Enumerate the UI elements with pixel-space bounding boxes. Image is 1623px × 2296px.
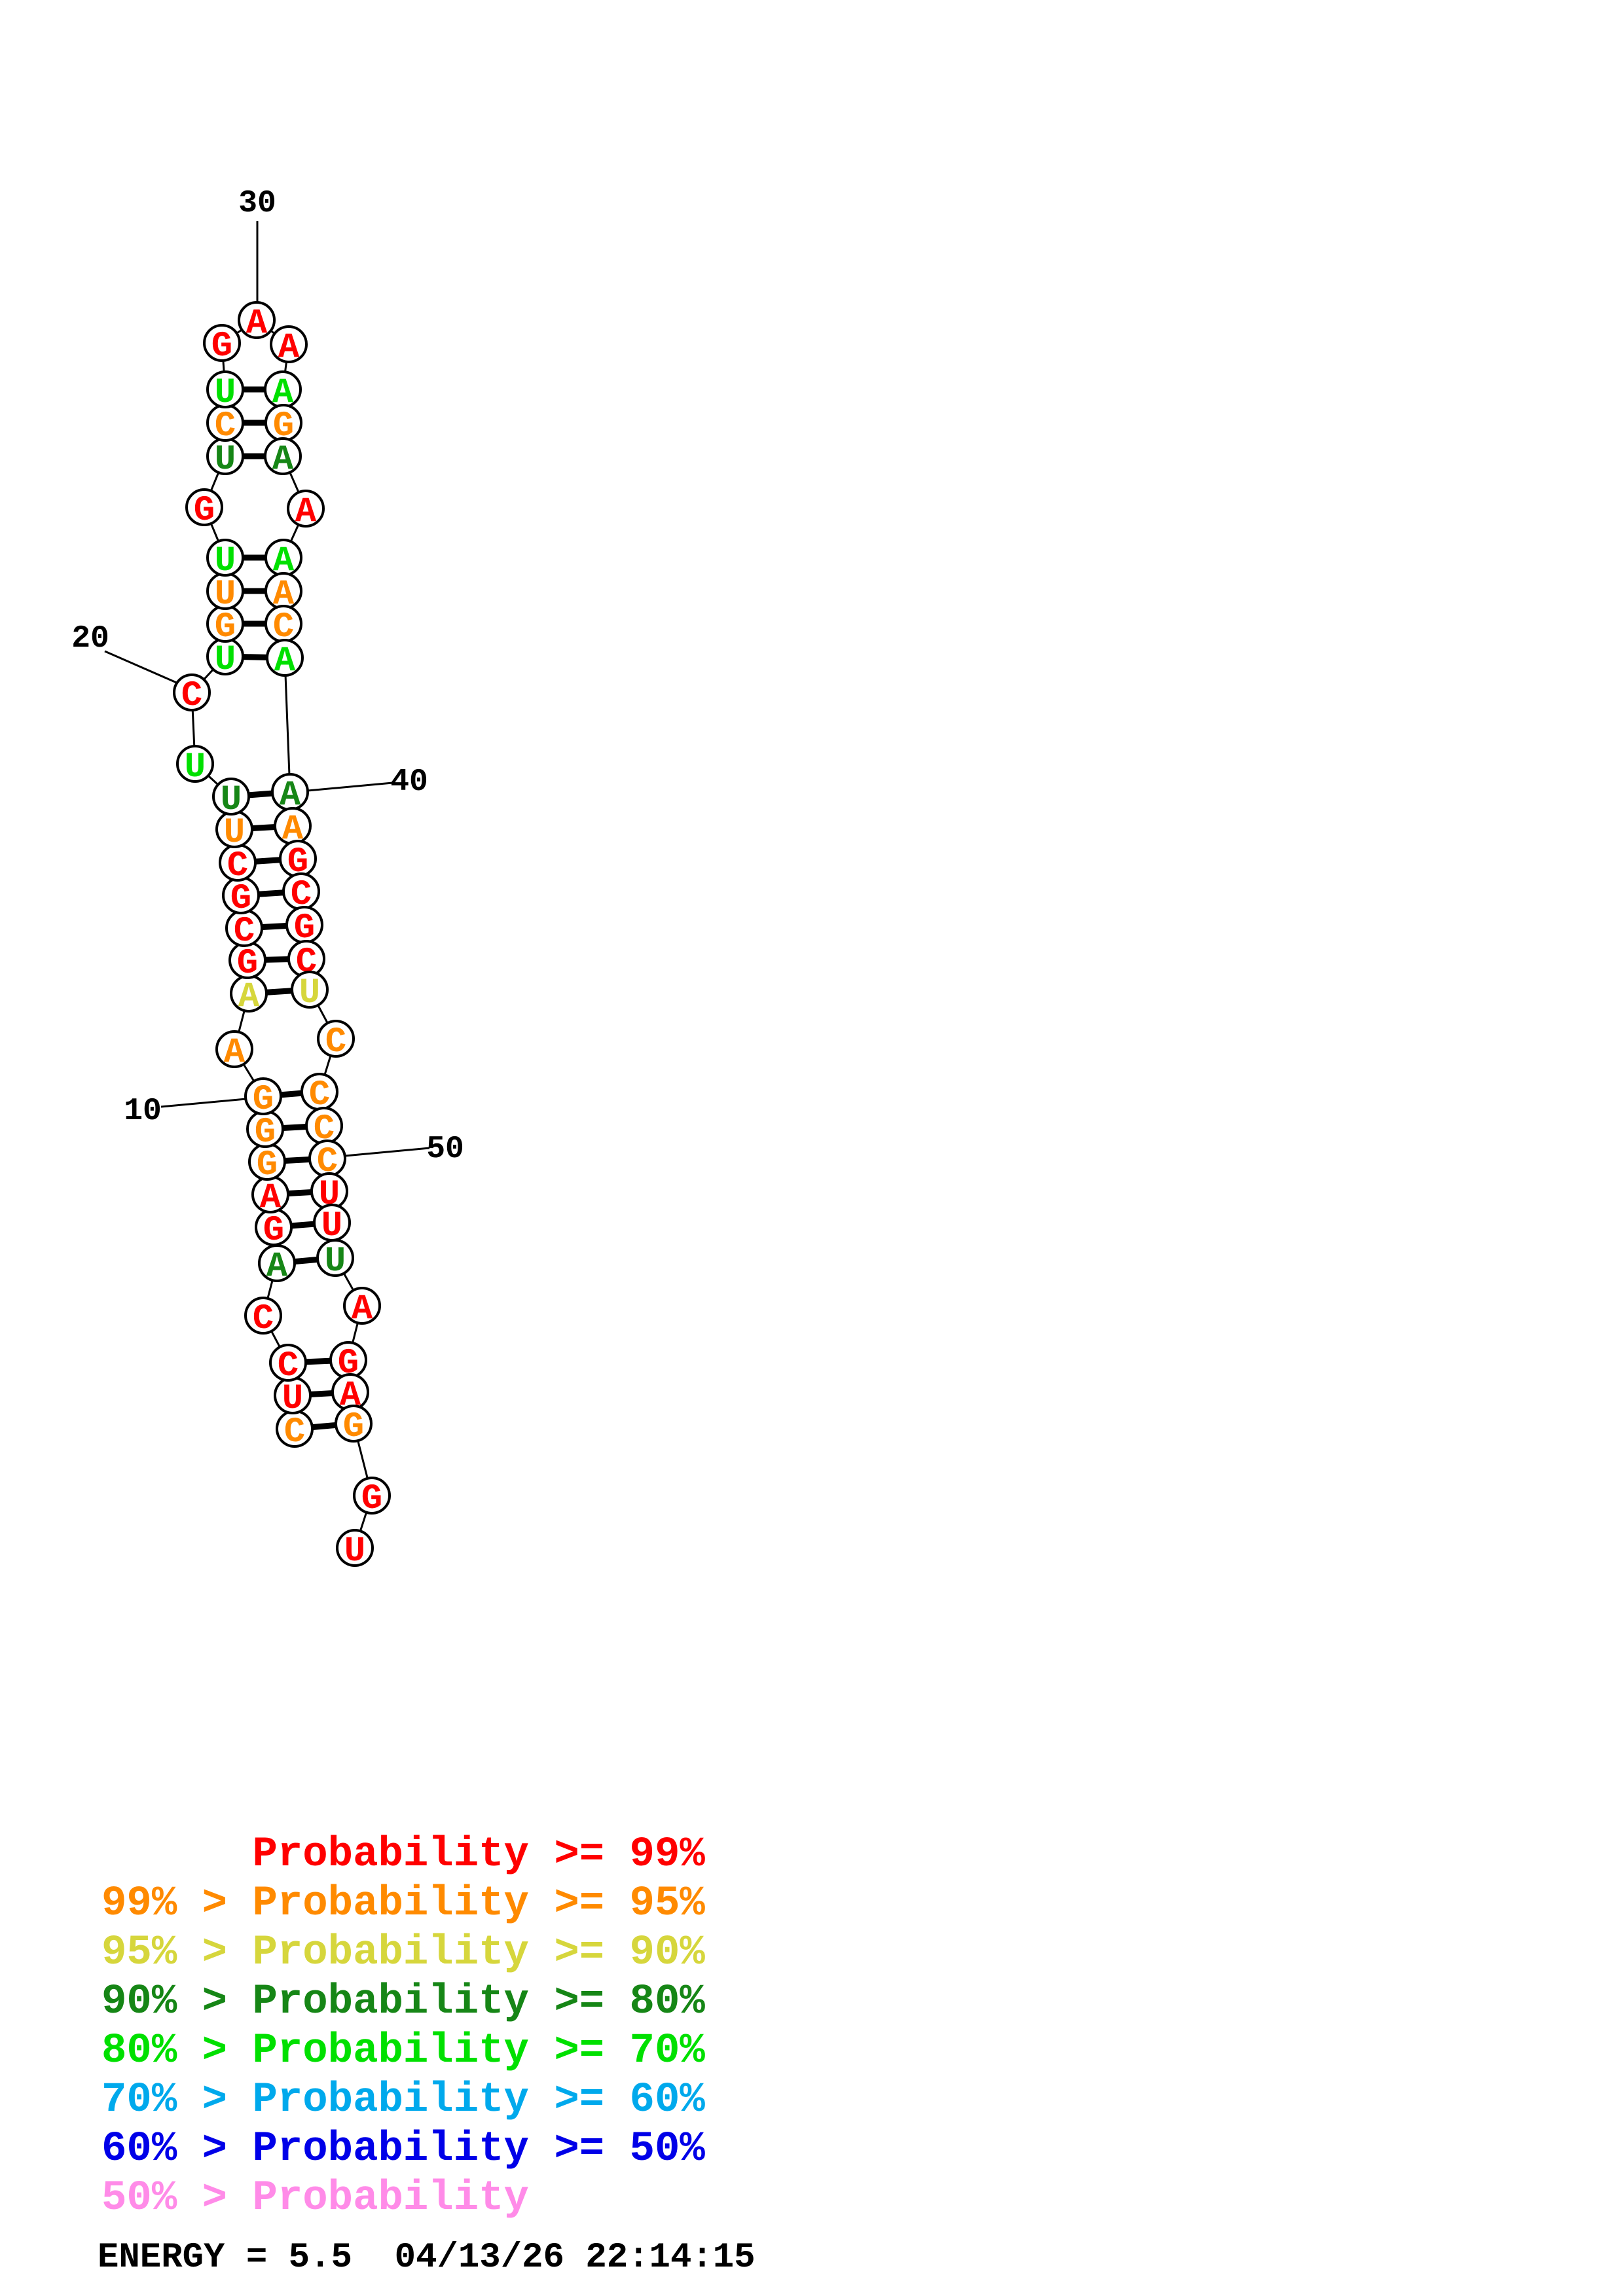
nucleotide-circle: [291, 971, 329, 1009]
energy-text: ENERGY = 5.5 04/13/26 22:14:15: [98, 2238, 756, 2278]
nucleotide-circle: [317, 1020, 355, 1058]
nucleotide-letter: C: [253, 1299, 274, 1339]
legend-row-p80: 90% > Probability >= 80%: [101, 1979, 705, 2026]
nucleotide-letter: U: [215, 373, 236, 413]
nucleotide-letter: A: [224, 1033, 246, 1073]
backbone-segment: [283, 657, 291, 793]
nucleotide-letter: U: [215, 541, 236, 581]
nucleotide-letter: A: [278, 328, 300, 368]
position-label: 20: [71, 621, 109, 656]
nucleotide-circle: [287, 490, 325, 528]
nucleotide-letter: A: [238, 977, 260, 1017]
nucleotide-letter: U: [344, 1532, 365, 1571]
nucleotide-circle: [203, 324, 241, 362]
label-leader-line: [307, 781, 393, 792]
probability-legend: Probability >= 99% 99% > Probability >= …: [101, 1831, 705, 2223]
legend-row-p70: 80% > Probability >= 70%: [101, 2028, 705, 2075]
nucleotide-letter: U: [215, 575, 236, 615]
nucleotide-letter: U: [282, 1379, 303, 1419]
nucleotide-circle: [266, 639, 304, 677]
nucleotide-letter: G: [237, 944, 258, 984]
nucleotide-letter: C: [278, 1346, 299, 1386]
nucleotide-letter: U: [325, 1242, 346, 1282]
nucleotide-circle: [353, 1477, 391, 1515]
nucleotide-letter: U: [215, 640, 236, 680]
nucleotide-letter: G: [263, 1211, 284, 1251]
nucleotide-letter: C: [284, 1412, 305, 1452]
label-leader-line: [344, 1147, 430, 1157]
nucleotide-letter: A: [274, 641, 296, 681]
nucleotide-circle: [173, 673, 211, 711]
nucleotide-letter: A: [272, 440, 294, 480]
nucleotide-circle: [206, 370, 244, 408]
nucleotide-letter: G: [343, 1407, 364, 1447]
nucleotide-letter: C: [234, 912, 255, 952]
nucleotide-circle: [316, 1239, 354, 1277]
nucleotide-circle: [244, 1077, 282, 1115]
nucleotide-letter: A: [266, 1247, 288, 1287]
nucleotide-letter: G: [253, 1080, 274, 1120]
nucleotide-letter: A: [352, 1289, 373, 1329]
nucleotide-circle: [206, 539, 244, 577]
nucleotide-letter: C: [181, 676, 202, 716]
nucleotide-circle: [270, 325, 308, 363]
legend-row-p99: Probability >= 99%: [101, 1831, 705, 1878]
nucleotide-letter: G: [257, 1145, 278, 1185]
nucleotide-circle: [343, 1287, 381, 1325]
nucleotide-letter: A: [260, 1178, 282, 1218]
nucleotide-letter: U: [221, 780, 242, 820]
nucleotide-circle: [185, 488, 223, 526]
label-leader-line: [104, 650, 179, 685]
nucleotide-letter: G: [215, 607, 236, 647]
legend-row-p60: 70% > Probability >= 60%: [101, 2077, 705, 2124]
nucleotide-letter: G: [361, 1479, 382, 1519]
nucleotide-letter: U: [224, 813, 245, 853]
position-label: 40: [390, 764, 428, 800]
position-label: 10: [124, 1094, 162, 1129]
nucleotide-circle: [269, 1344, 307, 1382]
nucleotide-circle: [212, 778, 250, 816]
position-label: 50: [426, 1132, 464, 1167]
nucleotide-letter: U: [299, 973, 320, 1013]
legend-row-p90: 95% > Probability >= 90%: [101, 1929, 705, 1977]
nucleotide-letter: A: [246, 304, 268, 344]
nucleotide-circle: [244, 1297, 282, 1335]
nucleotide-circle: [335, 1405, 373, 1443]
legend-row-p50: 60% > Probability >= 50%: [101, 2126, 705, 2173]
nucleotide-letter: G: [230, 879, 251, 919]
nucleotide-letter: A: [295, 492, 317, 532]
nucleotide-circle: [336, 1529, 374, 1567]
nucleotide-circle: [215, 1030, 253, 1068]
nucleotide-letter: C: [227, 846, 248, 886]
nucleotide-circle: [176, 745, 214, 783]
legend-row-p95: 99% > Probability >= 95%: [101, 1880, 705, 1928]
nucleotide-letter: U: [215, 440, 236, 480]
nucleotide-letter: G: [194, 491, 215, 531]
nucleotide-letter: U: [185, 747, 206, 787]
nucleotide-letter: G: [211, 327, 232, 367]
legend-row-plow: 50% > Probability: [101, 2175, 529, 2222]
nucleotide-circle: [264, 437, 302, 475]
nucleotide-circle: [238, 301, 276, 339]
label-leader-line: [160, 1098, 247, 1108]
position-label: 30: [238, 186, 276, 221]
nucleotide-letter: G: [255, 1113, 276, 1153]
nucleotide-letter: C: [215, 406, 236, 446]
nucleotide-letter: C: [325, 1022, 346, 1062]
